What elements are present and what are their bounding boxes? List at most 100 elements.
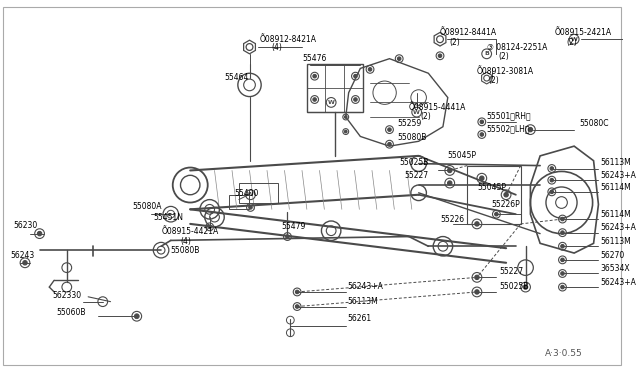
Text: (2): (2) (450, 38, 461, 46)
Text: 55080C: 55080C (579, 119, 609, 128)
Circle shape (344, 116, 347, 118)
Text: 55025B: 55025B (499, 282, 529, 291)
Text: 55080A: 55080A (132, 202, 161, 211)
Circle shape (495, 212, 498, 216)
Text: B: B (484, 51, 489, 56)
Circle shape (480, 120, 484, 124)
Circle shape (388, 142, 391, 146)
Circle shape (447, 168, 452, 173)
Circle shape (447, 181, 452, 185)
Text: 55045P: 55045P (448, 151, 477, 160)
Text: 56243+A: 56243+A (600, 171, 636, 180)
Text: 56114M: 56114M (600, 210, 631, 219)
Text: 56270: 56270 (600, 250, 625, 260)
Text: Õ08912-8441A: Õ08912-8441A (440, 28, 497, 37)
Text: Õ08915-4441A: Õ08915-4441A (409, 103, 467, 112)
Text: 55045P: 55045P (477, 183, 506, 192)
Circle shape (475, 222, 479, 226)
Circle shape (480, 133, 484, 136)
Circle shape (134, 314, 139, 319)
Text: W: W (571, 37, 577, 42)
Bar (307, 64, 364, 112)
Text: 55226: 55226 (440, 215, 464, 224)
Text: 55451N: 55451N (154, 213, 183, 222)
Text: W: W (413, 110, 420, 115)
Circle shape (37, 231, 42, 236)
Circle shape (475, 275, 479, 279)
Circle shape (550, 167, 554, 170)
Text: 56243+A: 56243+A (600, 278, 636, 287)
Circle shape (397, 57, 401, 60)
Circle shape (504, 193, 508, 197)
Circle shape (388, 128, 391, 131)
Circle shape (344, 130, 347, 133)
Circle shape (208, 225, 211, 228)
Text: 56113M: 56113M (348, 297, 378, 306)
Text: 55227: 55227 (499, 267, 524, 276)
Text: 56261: 56261 (348, 314, 372, 323)
Text: 56113M: 56113M (600, 237, 631, 246)
Text: 55501（RH）: 55501（RH） (486, 112, 531, 121)
Text: 55080B: 55080B (397, 133, 427, 142)
Text: 55227: 55227 (404, 171, 428, 180)
Circle shape (475, 290, 479, 294)
Text: Õ08915-2421A: Õ08915-2421A (555, 28, 612, 37)
Text: (2): (2) (420, 112, 431, 121)
Text: 56243+A: 56243+A (348, 282, 383, 291)
Text: 562330: 562330 (52, 291, 81, 300)
Text: W: W (328, 100, 335, 105)
Circle shape (479, 176, 484, 180)
Text: (4): (4) (271, 44, 282, 52)
Circle shape (354, 74, 357, 78)
Bar (239, 183, 278, 202)
Bar (229, 195, 248, 209)
Text: 36534X: 36534X (600, 264, 630, 273)
Circle shape (313, 74, 316, 78)
Circle shape (354, 98, 357, 101)
Circle shape (561, 258, 564, 262)
Circle shape (550, 179, 554, 182)
Circle shape (438, 54, 442, 58)
Circle shape (296, 305, 299, 308)
Text: Õ08912-3081A: Õ08912-3081A (477, 67, 534, 76)
Circle shape (528, 128, 532, 132)
Text: 55060B: 55060B (56, 308, 86, 317)
Circle shape (561, 285, 564, 289)
Text: Õ08915-4421A: Õ08915-4421A (162, 227, 220, 236)
Text: 56230: 56230 (13, 221, 38, 230)
Text: (2): (2) (566, 38, 577, 46)
Circle shape (313, 98, 316, 101)
Circle shape (561, 272, 564, 275)
Text: 56243: 56243 (10, 251, 35, 260)
Circle shape (249, 206, 252, 209)
Circle shape (561, 231, 564, 234)
Text: 55259: 55259 (397, 119, 422, 128)
Circle shape (23, 261, 27, 265)
Bar (467, 166, 521, 224)
Text: 56243+A: 56243+A (600, 223, 636, 232)
Text: 55400: 55400 (234, 189, 259, 198)
Text: 55226P: 55226P (492, 200, 520, 209)
Text: 55025B: 55025B (399, 158, 428, 167)
Circle shape (524, 285, 528, 289)
Text: 55502（LH）: 55502（LH） (486, 124, 530, 133)
Text: (4): (4) (180, 237, 191, 246)
Text: 55464: 55464 (224, 73, 248, 81)
Text: 55080B: 55080B (171, 246, 200, 255)
Text: Õ08912-8421A: Õ08912-8421A (259, 35, 316, 44)
Circle shape (285, 235, 289, 238)
Circle shape (296, 290, 299, 294)
Text: 55479: 55479 (282, 222, 306, 231)
Circle shape (550, 190, 554, 193)
Text: 56114M: 56114M (600, 183, 631, 192)
Text: (2): (2) (488, 76, 499, 84)
Text: (2): (2) (499, 52, 509, 61)
Circle shape (561, 244, 564, 248)
Text: 56113M: 56113M (600, 158, 631, 167)
Text: A·3·0.55: A·3·0.55 (545, 349, 583, 357)
Text: ③ 08124-2251A: ③ 08124-2251A (486, 44, 547, 52)
Text: 55476: 55476 (302, 54, 326, 63)
Text: W: W (247, 192, 254, 197)
Circle shape (561, 217, 564, 221)
Circle shape (368, 68, 372, 71)
